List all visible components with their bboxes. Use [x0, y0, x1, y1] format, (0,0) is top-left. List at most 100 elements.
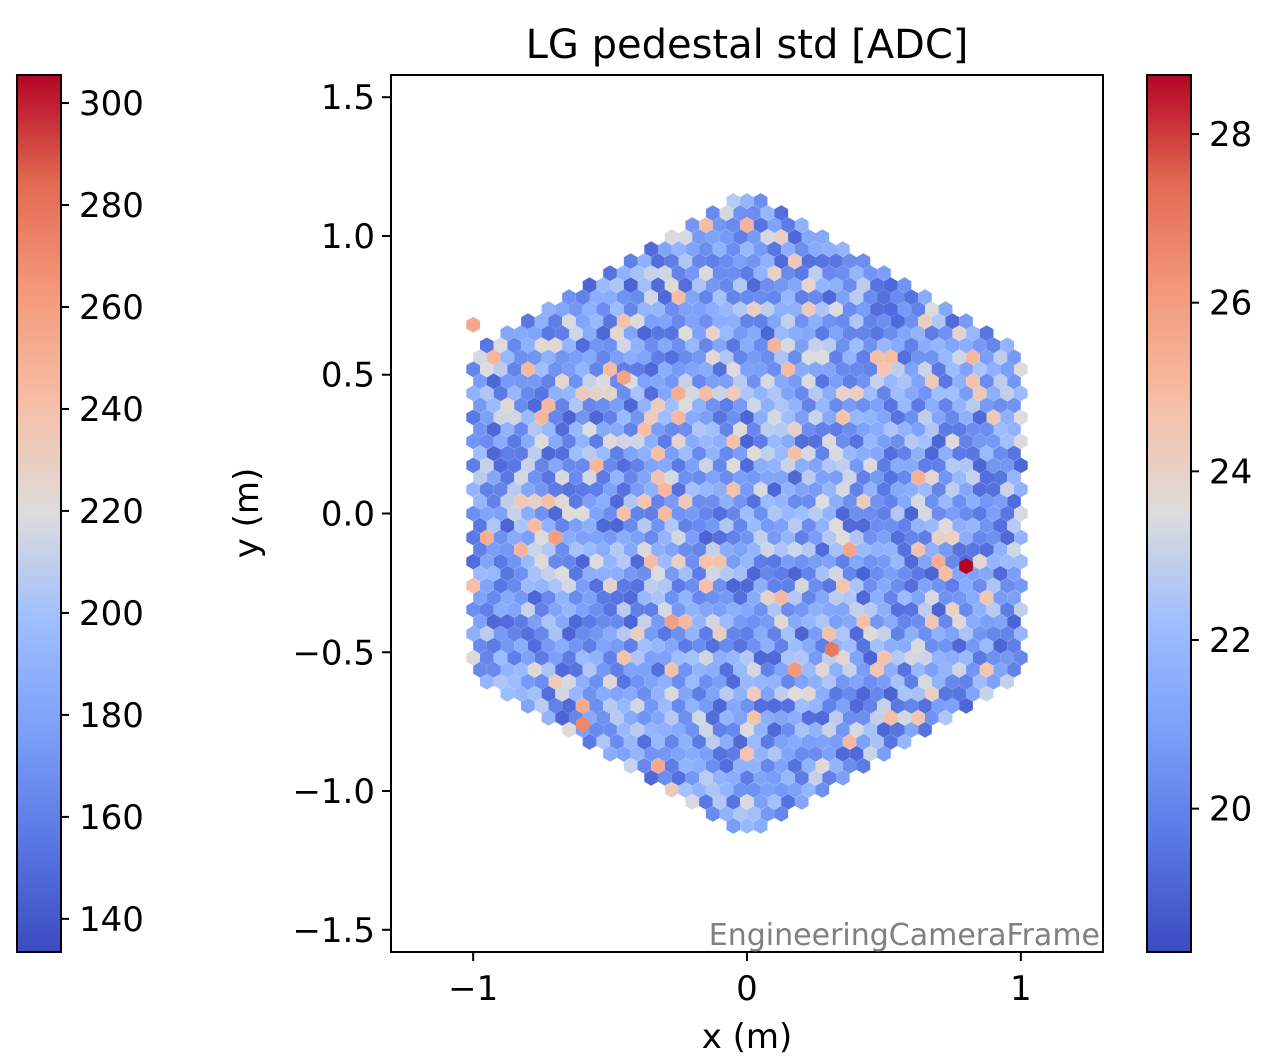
camera-pixel [548, 529, 563, 546]
camera-pixel [664, 709, 679, 726]
camera-pixel [726, 649, 741, 666]
camera-pixel [699, 794, 713, 810]
camera-pixel [993, 661, 1008, 678]
camera-pixel [863, 649, 878, 666]
camera-pixel [972, 457, 987, 474]
camera-pixel [699, 433, 713, 450]
camera-pixel [733, 685, 747, 702]
camera-pixel [890, 337, 905, 354]
camera-pixel [911, 709, 925, 726]
camera-pixel [925, 709, 939, 726]
colorbar-tick-label: 220 [79, 492, 144, 532]
camera-pixel [877, 529, 891, 546]
camera-pixel [658, 745, 672, 762]
camera-pixel [548, 409, 563, 426]
camera-pixel [582, 325, 597, 342]
camera-pixel [801, 637, 816, 654]
camera-pixel [966, 661, 980, 678]
camera-pixel [575, 289, 590, 306]
camera-pixel [740, 794, 754, 810]
camera-pixel [658, 649, 672, 666]
camera-pixel [931, 625, 946, 642]
camera-pixel [726, 457, 741, 474]
camera-pixel [541, 397, 556, 414]
camera-pixel [753, 529, 768, 546]
camera-pixel [637, 253, 652, 269]
camera-pixel [500, 397, 515, 414]
camera-pixel [781, 770, 795, 786]
camera-pixel [534, 649, 549, 666]
camera-pixel [582, 637, 597, 654]
camera-pixel [842, 685, 857, 702]
camera-pixel [767, 625, 782, 642]
camera-pixel [733, 277, 747, 294]
camera-pixel [569, 373, 583, 390]
camera-pixel [938, 493, 953, 510]
camera-pixel [753, 313, 768, 330]
x-tick-label: −1 [448, 969, 498, 1009]
camera-pixel [678, 493, 693, 510]
camera-pixel [719, 541, 734, 558]
camera-pixel [740, 385, 754, 402]
camera-pixel [794, 625, 809, 642]
camera-pixel [849, 529, 864, 546]
camera-pixel [740, 649, 754, 666]
camera-pixel [945, 409, 960, 426]
camera-pixel [911, 589, 925, 606]
colorbar-tick-label: 26 [1209, 284, 1252, 324]
camera-pixel [870, 733, 884, 750]
camera-pixel [562, 409, 576, 426]
camera-pixel [596, 277, 611, 294]
camera-pixel [719, 253, 734, 269]
camera-pixel [849, 673, 864, 690]
camera-pixel [486, 589, 501, 606]
camera-pixel [822, 625, 836, 642]
camera-pixel [836, 289, 850, 306]
camera-pixel [582, 373, 597, 390]
camera-pixel [555, 373, 569, 390]
camera-pixel [589, 601, 604, 618]
camera-pixel [678, 421, 693, 438]
camera-pixel [1014, 505, 1028, 522]
camera-pixel [774, 806, 789, 822]
camera-pixel [959, 313, 973, 330]
camera-pixel [842, 253, 857, 269]
camera-pixel [569, 469, 583, 486]
camera-pixel [753, 289, 768, 306]
camera-pixel [966, 685, 980, 702]
camera-pixel [801, 613, 816, 630]
camera-pixel [993, 613, 1008, 630]
camera-pixel [753, 794, 768, 810]
camera-pixel [863, 265, 878, 282]
camera-pixel [596, 685, 611, 702]
camera-pixel [651, 301, 665, 318]
camera-pixel [630, 409, 645, 426]
camera-pixel [986, 361, 1001, 378]
camera-pixel [712, 241, 727, 257]
camera-pixel [979, 325, 994, 342]
camera-pixel [788, 277, 802, 294]
camera-pixel [842, 661, 857, 678]
camera-pixel [500, 421, 515, 438]
colorbar-tick-label: 240 [79, 390, 144, 430]
camera-pixel [753, 721, 768, 738]
camera-pixel [925, 685, 939, 702]
camera-pixel [760, 565, 775, 582]
camera-pixel [671, 529, 686, 546]
camera-pixel [836, 625, 850, 642]
camera-pixel [685, 505, 700, 522]
camera-pixel [562, 649, 576, 666]
camera-pixel [966, 637, 980, 654]
camera-pixel [630, 313, 645, 330]
camera-pixel [685, 673, 700, 690]
camera-pixel [986, 649, 1001, 666]
camera-pixel [911, 541, 925, 558]
camera-pixel [644, 313, 658, 330]
camera-pixel [897, 397, 912, 414]
camera-pixel [966, 541, 980, 558]
camera-pixel [938, 685, 953, 702]
camera-pixel [685, 265, 700, 282]
camera-pixel [904, 337, 919, 354]
camera-pixel [623, 469, 638, 486]
camera-pixel [664, 445, 679, 462]
